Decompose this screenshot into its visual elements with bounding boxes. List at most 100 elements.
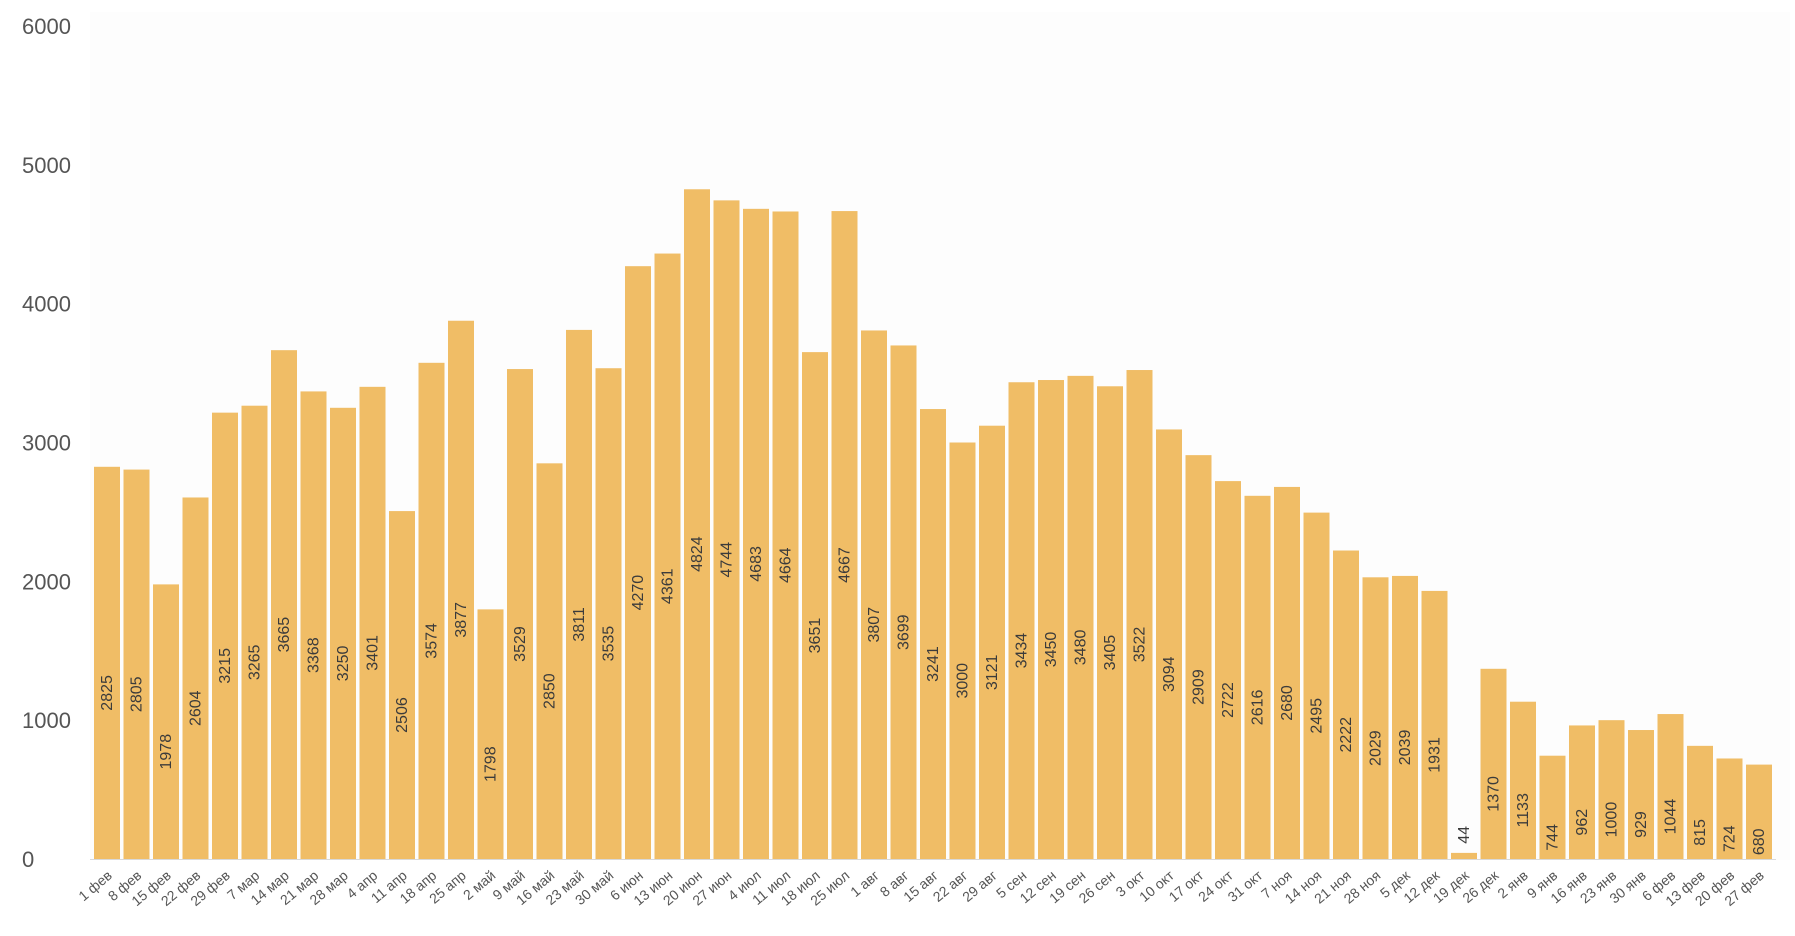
bar (1687, 745, 1713, 859)
bar (713, 200, 740, 860)
bar-value-label: 3535 (601, 626, 618, 662)
bar (1480, 668, 1507, 859)
bar-value-label: 3480 (1073, 630, 1090, 666)
bar-value-label: 3699 (896, 614, 913, 650)
bars-group (94, 189, 1772, 860)
x-tick-label: 31 окт (1225, 867, 1266, 905)
bar-value-label: 680 (1751, 828, 1768, 855)
bar (123, 469, 150, 859)
bar (1097, 386, 1123, 859)
bar (1716, 758, 1743, 859)
bar (772, 211, 799, 860)
bar-value-label: 3405 (1102, 635, 1119, 671)
bar (949, 442, 976, 859)
bar-value-label: 2722 (1220, 682, 1237, 718)
bar-value-label: 3250 (335, 645, 352, 681)
bar (1421, 590, 1448, 859)
y-tick-label: 1000 (22, 708, 71, 733)
value-labels-group: 2825 2805 1978 2604 3215 3265 3665 3368 3250 3401… (99, 536, 1768, 855)
bar (1067, 375, 1094, 859)
bar-value-label: 1978 (158, 734, 175, 770)
bar-value-label: 1798 (483, 746, 500, 782)
bar (1598, 720, 1625, 859)
bar (1215, 481, 1241, 859)
bar-value-label: 2604 (188, 690, 205, 726)
bar-value-label: 2222 (1338, 717, 1355, 753)
bar-value-label: 4683 (748, 546, 765, 582)
bar (743, 208, 769, 859)
bar (595, 368, 622, 859)
bar-value-label: 4361 (660, 568, 677, 604)
bar (448, 320, 474, 859)
bar (1657, 714, 1684, 859)
bar-value-label: 3529 (512, 626, 529, 662)
bar (1392, 575, 1418, 859)
bar-value-label: 2825 (99, 675, 116, 711)
bar (212, 412, 238, 859)
bar-value-label: 1370 (1486, 776, 1503, 812)
bar (359, 386, 386, 859)
bar-value-label: 929 (1633, 811, 1650, 838)
bar (1333, 550, 1359, 859)
bar-value-label: 2805 (129, 676, 146, 712)
bar (300, 391, 327, 859)
bar (920, 409, 946, 859)
y-tick-label: 6000 (22, 14, 71, 39)
bar (1126, 370, 1153, 859)
bar (1628, 730, 1654, 859)
bar-value-label: 3215 (217, 648, 234, 684)
y-tick-label: 4000 (22, 292, 71, 317)
bar (389, 511, 415, 859)
bar (979, 425, 1005, 859)
bar-value-label: 44 (1456, 826, 1473, 844)
bar (418, 362, 445, 859)
y-tick-label: 0 (22, 847, 34, 872)
bar (507, 369, 533, 859)
bar (625, 266, 651, 860)
bar-value-label: 3094 (1161, 656, 1178, 692)
bar (330, 407, 356, 859)
bar-value-label: 4270 (630, 575, 647, 611)
x-tick-label: 2 янв (1494, 867, 1531, 901)
bar (1569, 725, 1595, 859)
bar-value-label: 1000 (1604, 802, 1621, 838)
y-tick-label: 5000 (22, 153, 71, 178)
bar (684, 189, 710, 859)
bar-value-label: 2680 (1279, 685, 1296, 721)
bar-value-label: 962 (1574, 809, 1591, 836)
bar-value-label: 3574 (424, 623, 441, 659)
bar (566, 329, 592, 860)
bar-value-label: 4824 (689, 536, 706, 572)
bar-value-label: 2616 (1250, 690, 1267, 726)
bar (1008, 382, 1035, 859)
bar (1539, 755, 1566, 859)
bar (1303, 512, 1330, 859)
bar-value-label: 3522 (1132, 627, 1149, 663)
bar (182, 497, 209, 859)
bar (241, 405, 268, 859)
bar (1274, 486, 1300, 859)
bar (153, 584, 179, 859)
bar (1156, 429, 1182, 859)
bar-value-label: 3434 (1014, 633, 1031, 669)
bar-value-label: 724 (1722, 825, 1739, 852)
bar (890, 345, 917, 859)
bar-value-label: 3450 (1043, 632, 1060, 668)
bar-value-label: 4667 (837, 547, 854, 583)
bar (1185, 455, 1212, 859)
bar (654, 253, 681, 859)
bar (477, 609, 504, 859)
bar-value-label: 3877 (453, 602, 470, 638)
bar (94, 466, 120, 859)
bar-value-label: 1931 (1427, 737, 1444, 773)
bar-value-label: 3651 (807, 618, 824, 654)
x-tick-label: 2 май (460, 867, 499, 903)
bar (861, 330, 887, 859)
bar-value-label: 2495 (1309, 698, 1326, 734)
bar-value-label: 3665 (276, 617, 293, 653)
bar-value-label: 3265 (247, 644, 264, 680)
bar-value-label: 815 (1692, 819, 1709, 846)
x-tick-label: 1 фев (75, 867, 115, 904)
x-tick-label: 29 авг (959, 867, 1000, 905)
